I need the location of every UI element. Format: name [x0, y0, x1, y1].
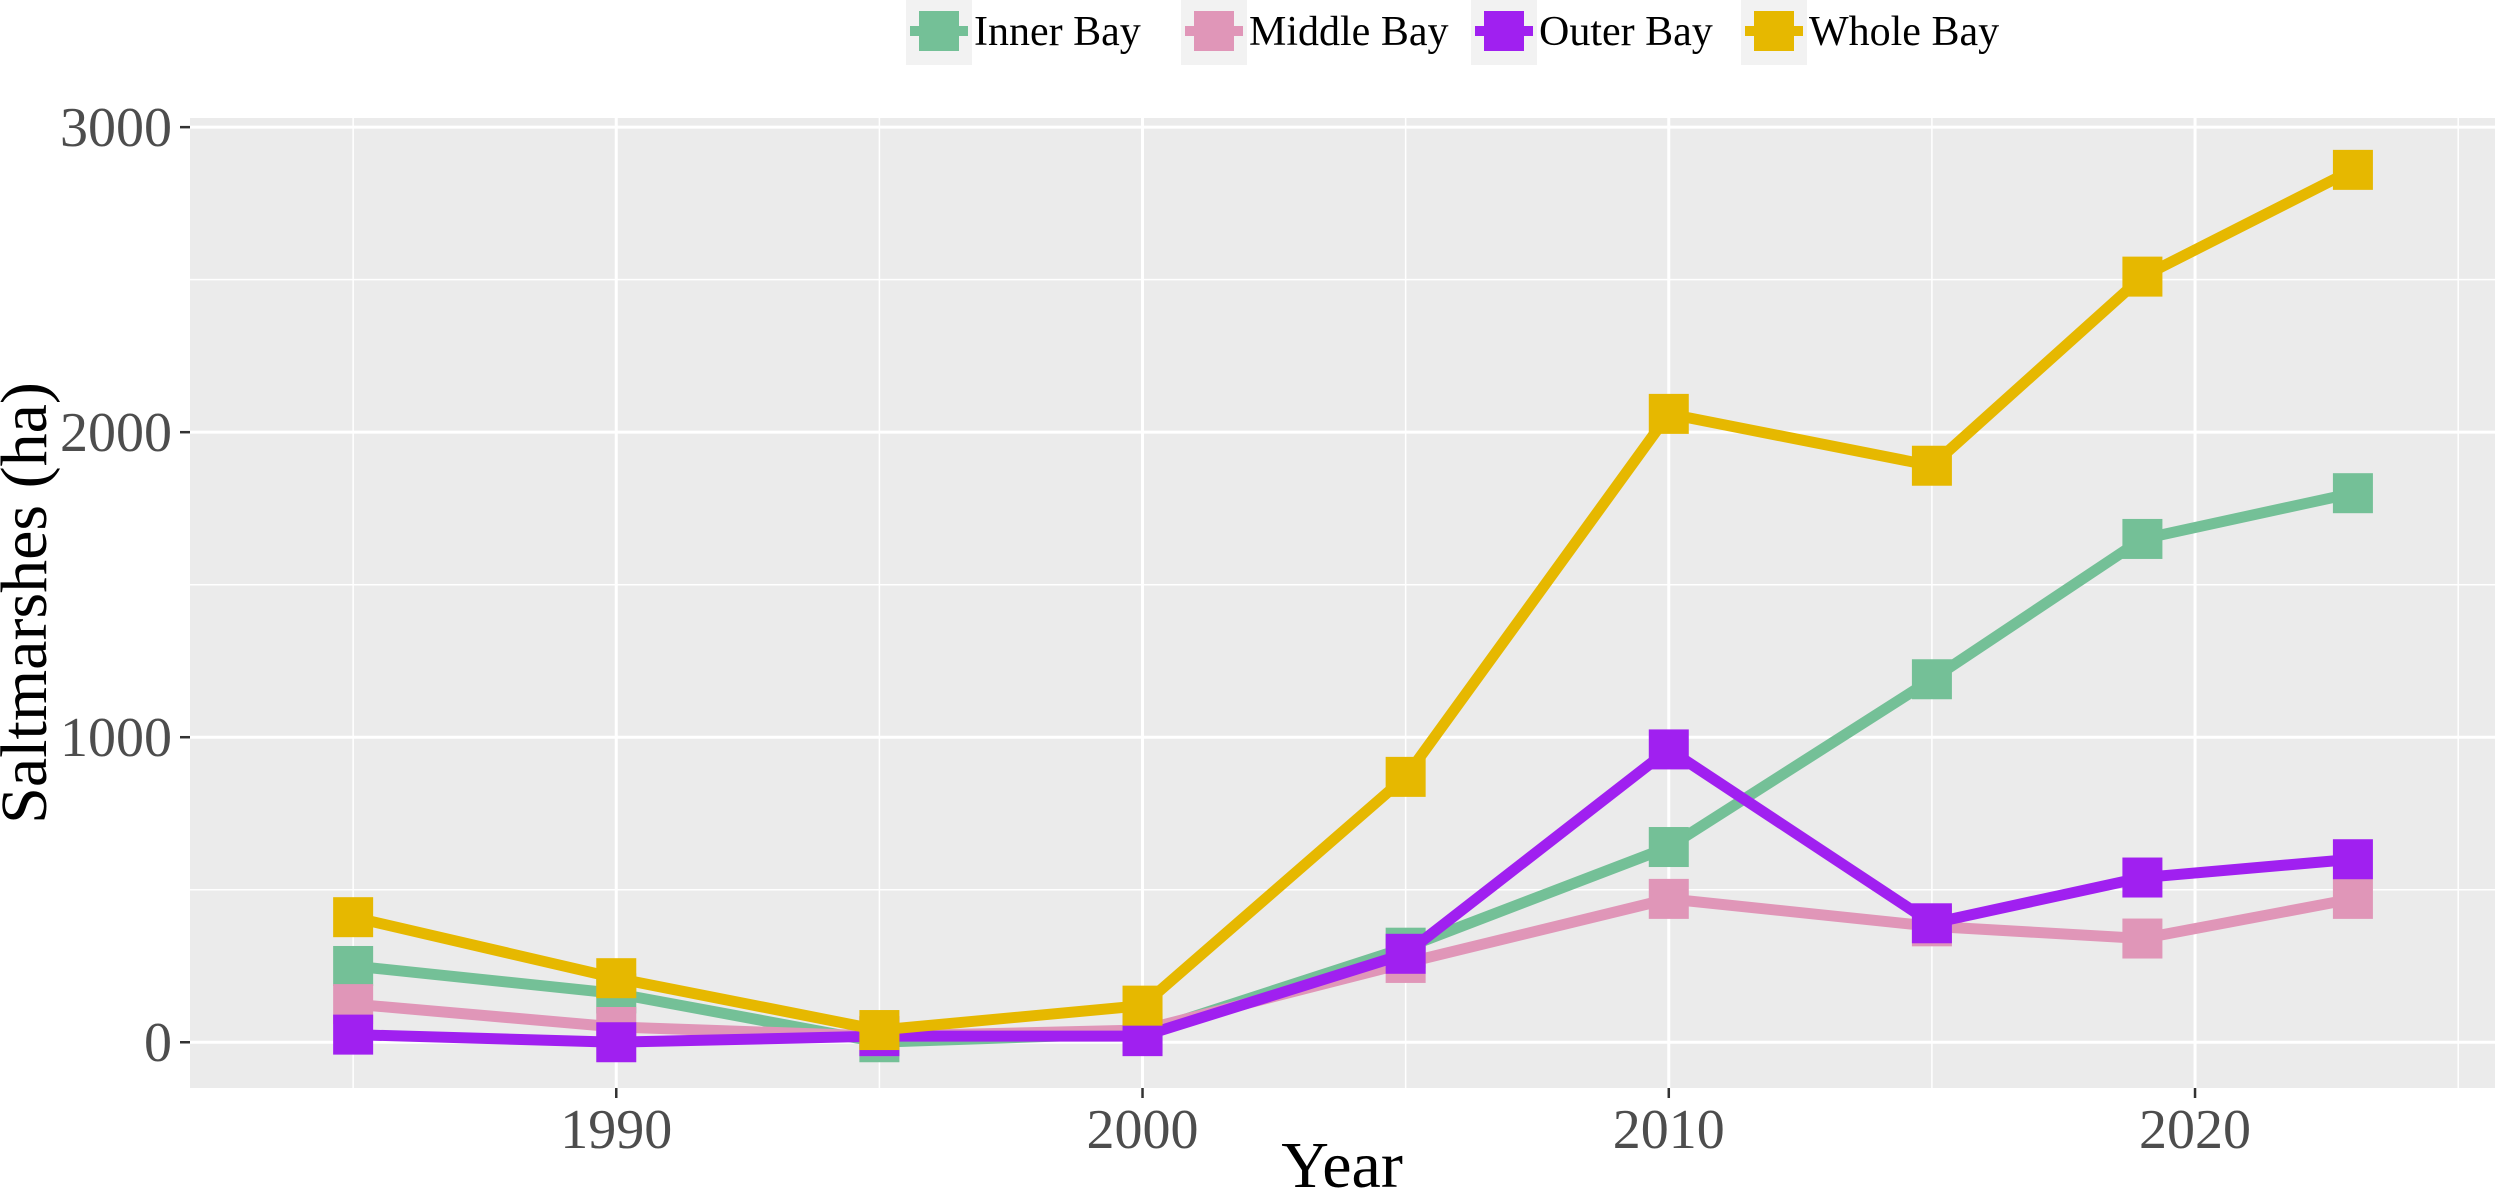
legend-item-middle-bay: Middle Bay: [1181, 0, 1448, 65]
data-point-inner-bay: [333, 945, 374, 986]
x-tick-label: 2010: [1613, 1099, 1725, 1161]
x-tick-label: 1990: [560, 1099, 672, 1161]
y-tick-label: 0: [144, 1012, 172, 1074]
data-point-inner-bay: [2122, 518, 2163, 559]
y-tick-label: 1000: [60, 707, 172, 769]
data-point-inner-bay: [2332, 473, 2373, 514]
legend-item-outer-bay: Outer Bay: [1471, 0, 1713, 65]
y-axis-title: Saltmarshes (ha): [0, 382, 61, 824]
axis-layer: 1990 2000 2010 2020 0 1000 2000 3000: [60, 97, 2251, 1161]
legend-key-marker: [1484, 11, 1524, 51]
data-point-middle-bay: [2122, 918, 2163, 959]
x-tick-label: 2020: [2139, 1099, 2251, 1161]
legend-key-marker: [919, 11, 959, 51]
y-tick-label: 3000: [60, 97, 172, 159]
data-point-outer-bay: [2122, 857, 2163, 898]
data-point-outer-bay: [1385, 933, 1426, 974]
legend-item-whole-bay: Whole Bay: [1741, 0, 1999, 65]
data-point-whole-bay: [2332, 149, 2373, 190]
data-point-whole-bay: [333, 897, 374, 938]
x-axis-title: Year: [1281, 1129, 1403, 1196]
legend-label: Middle Bay: [1249, 9, 1448, 55]
legend-label: Inner Bay: [974, 9, 1141, 55]
legend-label: Whole Bay: [1809, 9, 1999, 55]
data-point-whole-bay: [1648, 393, 1689, 434]
data-point-whole-bay: [1385, 756, 1426, 797]
y-tick-label: 2000: [60, 402, 172, 464]
data-point-inner-bay: [1648, 827, 1689, 868]
data-point-outer-bay: [2332, 839, 2373, 880]
data-point-whole-bay: [1911, 445, 1952, 486]
series-whole-bay: [333, 149, 2373, 1051]
major-gridlines: [190, 118, 2495, 1088]
data-point-outer-bay: [1648, 729, 1689, 770]
data-point-outer-bay: [333, 1014, 374, 1055]
legend-item-inner-bay: Inner Bay: [906, 0, 1141, 65]
data-point-whole-bay: [2122, 256, 2163, 297]
legend: Inner Bay Middle Bay Outer Bay Whole Bay: [906, 0, 1999, 65]
x-tick-label: 2000: [1087, 1099, 1199, 1161]
data-point-middle-bay: [2332, 878, 2373, 919]
data-point-outer-bay: [596, 1022, 637, 1063]
legend-key-marker: [1194, 11, 1234, 51]
legend-label: Outer Bay: [1539, 9, 1713, 55]
data-point-inner-bay: [1911, 659, 1952, 700]
data-point-outer-bay: [1911, 903, 1952, 944]
legend-key-marker: [1754, 11, 1794, 51]
data-point-whole-bay: [1122, 985, 1163, 1026]
series-layer: [333, 149, 2373, 1063]
data-point-whole-bay: [596, 958, 637, 999]
data-point-whole-bay: [859, 1010, 900, 1051]
data-point-middle-bay: [1648, 878, 1689, 919]
